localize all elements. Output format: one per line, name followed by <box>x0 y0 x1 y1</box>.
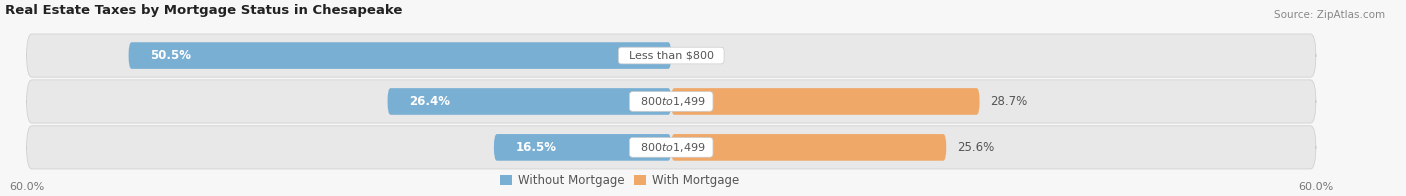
FancyBboxPatch shape <box>671 88 980 115</box>
FancyBboxPatch shape <box>27 34 1316 77</box>
FancyBboxPatch shape <box>494 134 671 161</box>
Text: Less than $800: Less than $800 <box>621 51 721 61</box>
Text: 16.5%: 16.5% <box>516 141 557 154</box>
Text: 25.6%: 25.6% <box>957 141 994 154</box>
Text: $800 to $1,499: $800 to $1,499 <box>633 95 710 108</box>
FancyBboxPatch shape <box>388 88 671 115</box>
Text: 50.5%: 50.5% <box>150 49 191 62</box>
FancyBboxPatch shape <box>27 80 1316 123</box>
Text: 0.0%: 0.0% <box>682 49 711 62</box>
Text: Source: ZipAtlas.com: Source: ZipAtlas.com <box>1274 10 1385 20</box>
FancyBboxPatch shape <box>671 134 946 161</box>
FancyBboxPatch shape <box>128 42 671 69</box>
Text: 26.4%: 26.4% <box>409 95 450 108</box>
Text: Real Estate Taxes by Mortgage Status in Chesapeake: Real Estate Taxes by Mortgage Status in … <box>6 4 402 17</box>
Text: $800 to $1,499: $800 to $1,499 <box>633 141 710 154</box>
FancyBboxPatch shape <box>27 126 1316 169</box>
Legend: Without Mortgage, With Mortgage: Without Mortgage, With Mortgage <box>501 174 740 187</box>
Text: 28.7%: 28.7% <box>990 95 1028 108</box>
